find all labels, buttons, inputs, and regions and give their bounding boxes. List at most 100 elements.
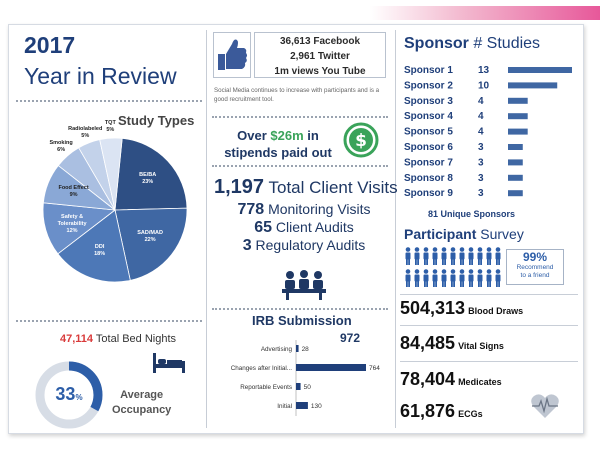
person-icon bbox=[486, 247, 492, 265]
sponsor-label: Sponsor 8 bbox=[404, 173, 453, 184]
sponsor-bar bbox=[508, 144, 523, 150]
irb-title: IRB Submission bbox=[252, 313, 352, 328]
irb-bar-value: 130 bbox=[311, 403, 322, 410]
person-icon bbox=[495, 269, 501, 287]
sponsor-label: Sponsor 7 bbox=[404, 157, 453, 168]
divider bbox=[16, 100, 202, 102]
decorative-pink-bar bbox=[370, 6, 600, 20]
sponsor-bar bbox=[508, 113, 528, 120]
visits-monitoring: 778 Monitoring Visits bbox=[237, 201, 371, 218]
person-icon bbox=[486, 269, 492, 287]
irb-bar bbox=[296, 364, 366, 371]
youtube-stat: 1m views You Tube bbox=[274, 66, 366, 77]
bed-nights-value: 47,114 bbox=[60, 333, 94, 345]
irb-bar bbox=[296, 402, 308, 409]
irb-bar-label: Reportable Events bbox=[240, 384, 292, 391]
sponsor-bar bbox=[508, 67, 572, 73]
sponsor-bar bbox=[508, 174, 523, 181]
sponsor-value: 3 bbox=[478, 188, 484, 199]
sponsor-label: Sponsor 3 bbox=[404, 96, 453, 107]
sponsor-label: Sponsor 6 bbox=[404, 142, 453, 153]
person-icon bbox=[405, 247, 411, 265]
divider bbox=[400, 361, 578, 362]
person-icon bbox=[441, 247, 447, 265]
metric-vital-signs: 84,485 Vital Signs bbox=[400, 333, 504, 353]
irb-total: 972 bbox=[340, 331, 361, 345]
person-icon bbox=[414, 269, 420, 287]
meeting-icon bbox=[282, 270, 326, 300]
sponsor-value: 3 bbox=[478, 173, 484, 184]
recommend-box: 99% Recommend to a friend bbox=[506, 249, 564, 285]
person-icon bbox=[414, 247, 420, 265]
sponsor-bar bbox=[508, 159, 523, 166]
sponsor-bar bbox=[508, 97, 528, 104]
sponsor-bar bbox=[508, 190, 523, 197]
recommend-percent: 99% bbox=[522, 250, 548, 264]
person-icon bbox=[423, 269, 429, 287]
metric-blood-draws: 504,313 Blood Draws bbox=[400, 298, 524, 318]
person-icon bbox=[459, 247, 465, 265]
pie-label-sad-mad: SAD/MAD 22% bbox=[137, 229, 163, 243]
sponsor-value: 4 bbox=[478, 96, 484, 107]
recommend-line-2: to a friend bbox=[520, 272, 550, 279]
pie-slice-ddi bbox=[57, 209, 131, 283]
irb-bar-label: Changes after Initial... bbox=[231, 365, 293, 372]
social-media-note: Social Media continues to increase with … bbox=[214, 87, 380, 103]
heart-pulse-icon bbox=[531, 394, 559, 418]
sponsor-value: 13 bbox=[478, 65, 490, 76]
sponsor-title: Sponsor # Studies bbox=[404, 35, 541, 52]
person-icon bbox=[450, 247, 456, 265]
irb-bar-label: Initial bbox=[277, 403, 292, 410]
bed-icon bbox=[153, 353, 185, 373]
person-icon bbox=[423, 247, 429, 265]
irb-bar-chart: Advertising 28 Changes after Initial... 764… bbox=[214, 338, 394, 418]
facebook-stat: 36,613 Facebook bbox=[279, 36, 361, 47]
sponsor-label: Sponsor 1 bbox=[404, 65, 453, 76]
person-icon bbox=[468, 269, 474, 287]
divider bbox=[212, 308, 388, 310]
dollar-icon: $ bbox=[343, 122, 379, 158]
bed-nights-label: Total Bed Nights bbox=[95, 333, 177, 345]
metric-medicates: 78,404 Medicates bbox=[400, 369, 502, 389]
person-icon bbox=[477, 269, 483, 287]
sponsor-bar-chart: Sponsor 1 13 Sponsor 2 10 Sponsor 3 4 Sponsor … bbox=[402, 62, 582, 202]
year-title: 2017 bbox=[24, 32, 76, 58]
irb-bar bbox=[296, 345, 299, 352]
person-icon bbox=[432, 269, 438, 287]
column-separator-left bbox=[206, 30, 207, 428]
sponsor-bar bbox=[508, 128, 528, 135]
sponsor-label: Sponsor 2 bbox=[404, 80, 453, 91]
metric-ecgs: 61,876 ECGs bbox=[400, 401, 483, 421]
person-icon bbox=[495, 247, 501, 265]
people-icon bbox=[405, 247, 501, 287]
pie-slice-sad-mad bbox=[114, 207, 188, 281]
person-icon bbox=[450, 269, 456, 287]
study-types-pie-chart: BE/BA 23% SAD/MAD 22% DDI 18% Safety & Tolerab… bbox=[20, 120, 210, 288]
column-separator-right bbox=[395, 30, 396, 428]
thumbs-up-icon bbox=[213, 32, 251, 78]
occupancy-ring-fill bbox=[35, 361, 103, 429]
irb-svg: Advertising 28 Changes after Initial... 764… bbox=[231, 340, 380, 416]
bed-nights: 47,114 Total Bed Nights bbox=[60, 333, 176, 345]
participant-survey-title: Participant Survey bbox=[404, 226, 524, 242]
visits-regulatory-audits: 3 Regulatory Audits bbox=[242, 237, 366, 254]
divider bbox=[16, 320, 202, 322]
occupancy-value: 33% bbox=[55, 384, 83, 404]
sponsor-value: 3 bbox=[478, 157, 484, 168]
recommend-line-1: Recommend bbox=[516, 264, 554, 271]
sponsor-value: 10 bbox=[478, 80, 490, 91]
study-types-title: Study Types bbox=[118, 113, 195, 128]
divider bbox=[400, 325, 578, 326]
pie-slice-tqt bbox=[99, 137, 123, 211]
person-icon bbox=[441, 269, 447, 287]
pie-label-radiolabeled: Radiolabeled 5% bbox=[68, 125, 103, 139]
pie-svg bbox=[42, 137, 188, 283]
pie-label-smoking: Smoking 6% bbox=[49, 140, 73, 154]
person-icon bbox=[477, 247, 483, 265]
irb-bar-value: 28 bbox=[302, 346, 310, 353]
divider bbox=[400, 294, 578, 295]
social-media-box: 36,613 Facebook 2,961 Twitter 1m views Y… bbox=[254, 32, 386, 78]
pie-label-food-effect: Food Effect 9% bbox=[58, 185, 89, 199]
irb-bar-value: 50 bbox=[304, 384, 312, 391]
